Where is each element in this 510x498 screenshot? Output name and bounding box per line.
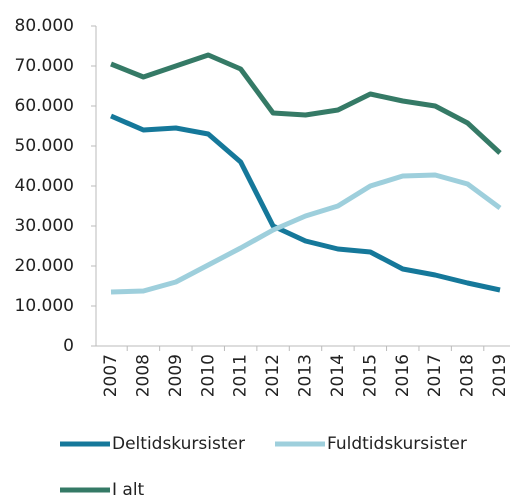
x-tick-label: 2011 (231, 354, 251, 397)
x-tick-label: 2016 (393, 354, 413, 397)
x-tick-label: 2007 (101, 354, 121, 397)
legend-label: Fuldtidskursister (327, 434, 467, 454)
series-line (110, 172, 502, 295)
y-tick-label: 10.000 (15, 296, 74, 316)
x-tick-label: 2013 (296, 354, 316, 397)
y-tick-label: 70.000 (15, 56, 74, 76)
x-tick-label: 2012 (263, 354, 283, 397)
y-tick-label: 50.000 (15, 136, 74, 156)
y-tick-label: 0 (63, 336, 74, 356)
x-tick-label: 2014 (328, 354, 348, 397)
legend-label: I alt (112, 480, 145, 498)
y-tick-label: 40.000 (15, 176, 74, 196)
x-tick-label: 2017 (425, 354, 445, 397)
x-tick-label: 2015 (360, 354, 380, 397)
y-tick-label: 20.000 (15, 256, 74, 276)
y-tick-label: 60.000 (15, 96, 74, 116)
x-tick-label: 2009 (166, 354, 186, 397)
x-tick-label: 2008 (133, 354, 153, 397)
x-tick-label: 2018 (458, 354, 478, 397)
x-tick-label: 2010 (198, 354, 218, 397)
legend-label: Deltidskursister (112, 434, 245, 454)
y-tick-label: 80.000 (15, 16, 74, 36)
series-line (110, 52, 502, 155)
y-tick-label: 30.000 (15, 216, 74, 236)
x-tick-label: 2019 (490, 354, 510, 397)
series-line (110, 113, 501, 293)
